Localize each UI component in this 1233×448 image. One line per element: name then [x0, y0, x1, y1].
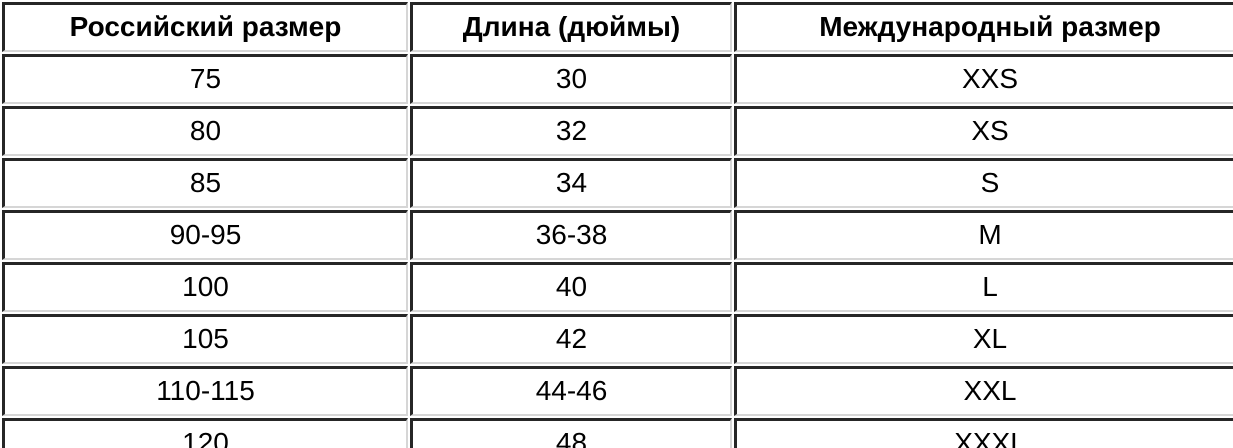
cell-international-size: M [734, 210, 1233, 260]
header-row: Российский размер Длина (дюймы) Междунар… [2, 2, 1233, 52]
cell-length-inches: 40 [410, 262, 732, 312]
table-row: 120 48 XXXL [2, 418, 1233, 448]
table-row: 85 34 S [2, 158, 1233, 208]
cell-length-inches: 42 [410, 314, 732, 364]
cell-russian-size: 105 [2, 314, 408, 364]
cell-international-size: XXXL [734, 418, 1233, 448]
cell-length-inches: 34 [410, 158, 732, 208]
cell-russian-size: 100 [2, 262, 408, 312]
cell-russian-size: 90-95 [2, 210, 408, 260]
cell-length-inches: 30 [410, 54, 732, 104]
cell-length-inches: 44-46 [410, 366, 732, 416]
cell-international-size: XL [734, 314, 1233, 364]
column-header-length-inches: Длина (дюймы) [410, 2, 732, 52]
cell-international-size: XXL [734, 366, 1233, 416]
table-row: 75 30 XXS [2, 54, 1233, 104]
cell-international-size: XS [734, 106, 1233, 156]
cell-international-size: L [734, 262, 1233, 312]
cell-length-inches: 32 [410, 106, 732, 156]
table-row: 110-115 44-46 XXL [2, 366, 1233, 416]
cell-length-inches: 36-38 [410, 210, 732, 260]
cell-international-size: XXS [734, 54, 1233, 104]
cell-russian-size: 85 [2, 158, 408, 208]
cell-length-inches: 48 [410, 418, 732, 448]
cell-russian-size: 110-115 [2, 366, 408, 416]
table-row: 100 40 L [2, 262, 1233, 312]
column-header-international-size: Международный размер [734, 2, 1233, 52]
table-row: 105 42 XL [2, 314, 1233, 364]
cell-russian-size: 120 [2, 418, 408, 448]
cell-international-size: S [734, 158, 1233, 208]
cell-russian-size: 80 [2, 106, 408, 156]
table-row: 90-95 36-38 M [2, 210, 1233, 260]
table-row: 80 32 XS [2, 106, 1233, 156]
column-header-russian-size: Российский размер [2, 2, 408, 52]
cell-russian-size: 75 [2, 54, 408, 104]
